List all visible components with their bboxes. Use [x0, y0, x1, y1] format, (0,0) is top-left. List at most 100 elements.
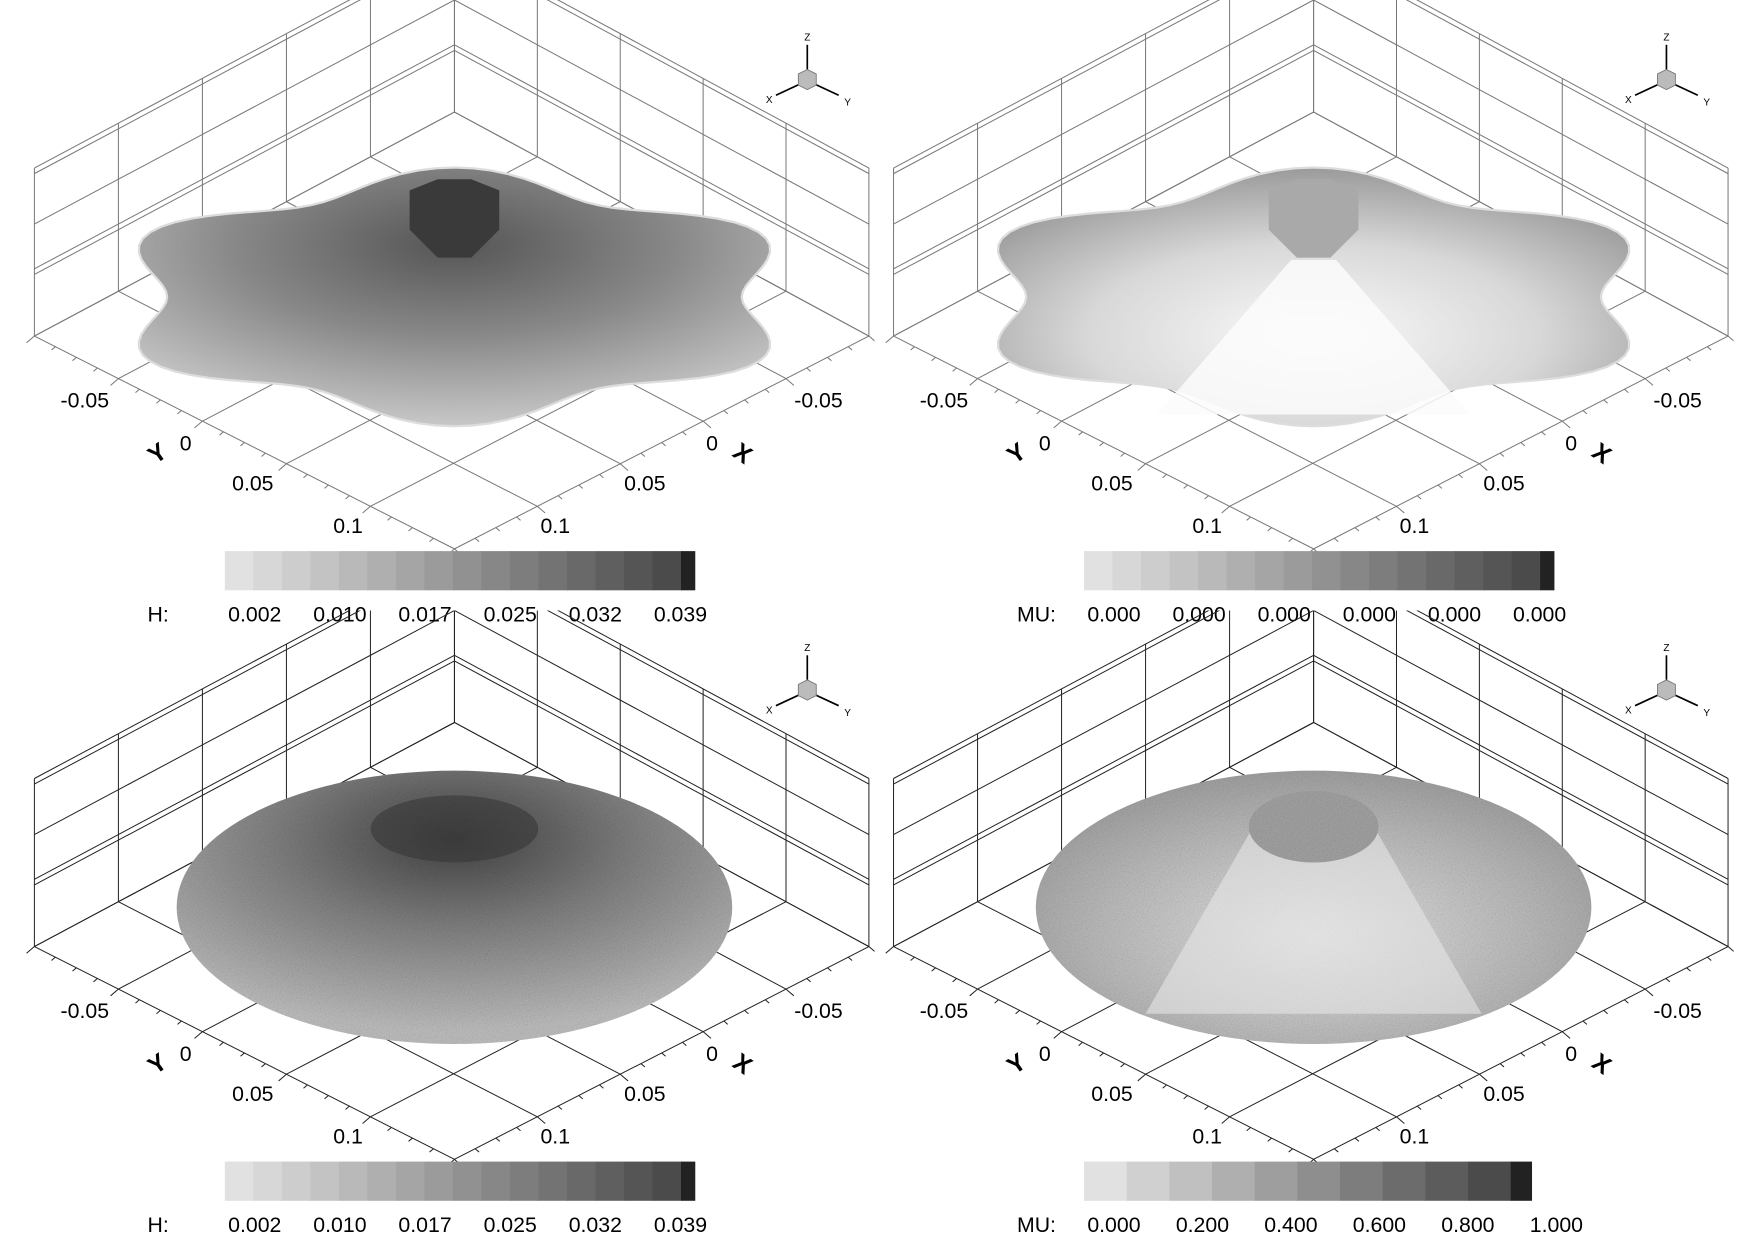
x-axis-tick: [537, 1116, 546, 1124]
x-axis-tick: [702, 1031, 712, 1039]
wall-gridline: [454, 0, 870, 225]
y-axis-tick: [931, 356, 936, 362]
x-axis-tick: [516, 1127, 521, 1132]
colorbar-tick-label: 0.010: [313, 1213, 366, 1237]
y-tick-label: -0.05: [61, 999, 109, 1023]
y-axis-tick: [1053, 1031, 1062, 1039]
colorbar-tick-label: 0.032: [569, 603, 622, 627]
y-axis-tick: [885, 335, 894, 344]
colorbar-label: MU:: [1017, 603, 1056, 627]
x-axis-tick: [474, 1148, 480, 1153]
triad-y-label: Y: [1703, 97, 1710, 108]
x-axis-tick: [1437, 484, 1443, 489]
y-axis-tick: [429, 537, 434, 542]
wall-gridline: [893, 610, 1221, 785]
x-axis-tick: [847, 956, 853, 961]
x-axis-tick: [599, 1084, 604, 1089]
y-axis-tick: [110, 988, 119, 997]
y-tick-label: 0.1: [333, 514, 363, 538]
y-axis-tick: [194, 1031, 203, 1039]
wall-gridline: [1416, 0, 1729, 169]
colorbar-swatch: [1254, 1161, 1298, 1201]
y-axis-tick: [177, 1020, 182, 1025]
x-axis-tick: [723, 410, 729, 415]
x-axis-tick: [495, 1137, 501, 1142]
wall-gridline: [454, 44, 870, 270]
x-axis-tick: [640, 452, 646, 457]
y-tick-label: 0.05: [1091, 472, 1132, 496]
y-axis-tick: [219, 1041, 224, 1047]
y-tick-label: -0.05: [920, 389, 968, 413]
colorbar-swatch: [1397, 551, 1427, 591]
wall-gridline: [34, 49, 455, 275]
y-axis-tick: [261, 1063, 266, 1068]
colorbar-mu: MU: 0.000 0.000 0.000 0.000 0.000 0.000: [1017, 551, 1566, 627]
x-axis-tick: [1644, 378, 1654, 386]
wall-gridline: [34, 654, 455, 880]
y-axis-tick: [1183, 1095, 1188, 1100]
x-axis-tick: [744, 1009, 749, 1015]
y-axis-tick: [1204, 1105, 1209, 1110]
wall-gridline: [893, 0, 1314, 225]
x-axis-tick: [1333, 537, 1339, 542]
colorbar-swatch: [538, 1161, 568, 1201]
y-tick-label: -0.05: [920, 999, 968, 1023]
colorbar-tick-label: 1.000: [1530, 1213, 1583, 1237]
plot-panel-bottom-right: -0.05 0 0.05 0.1 -0.05 0 0.05 0.1 Y X Z X Y MU: 0.000 0…: [885, 610, 1734, 1237]
colorbar-swatch: [1112, 551, 1142, 591]
colorbar-swatch: [595, 1161, 625, 1201]
y-axis-tick: [26, 946, 35, 954]
colorbar-tick-label: 0.010: [313, 603, 366, 627]
bright-wedge: [1156, 259, 1471, 415]
x-axis-tick: [599, 473, 604, 479]
wall-gridline: [1313, 0, 1729, 225]
colorbar-h: H: 0.002 0.010 0.017 0.025 0.032 0.039: [148, 1161, 707, 1237]
y-axis-tick: [1053, 420, 1062, 429]
wall-gridline: [34, 660, 455, 886]
x-axis-tick: [1354, 527, 1360, 532]
colorbar-tick-label: 0.032: [569, 1213, 622, 1237]
x-axis-tick: [1686, 967, 1691, 972]
y-axis-tick: [1183, 484, 1188, 489]
wall-gridline: [893, 610, 1210, 779]
axis-triad-icon: Z X Y: [766, 643, 851, 719]
colorbar-swatch: [1283, 551, 1313, 591]
y-axis-tick: [1288, 1148, 1293, 1153]
y-axis-tick: [93, 978, 98, 983]
x-axis-tick: [806, 367, 811, 372]
colorbar-swatch: [452, 551, 482, 591]
y-axis-tick: [156, 1009, 161, 1015]
colorbar-swatch: [395, 1161, 425, 1201]
y-axis-tick: [156, 399, 161, 404]
y-axis-tick: [1120, 1063, 1125, 1068]
y-axis-tick: [1015, 399, 1020, 404]
y-axis-label: Y: [1002, 1048, 1031, 1080]
colorbar-tick-label: 0.600: [1353, 1213, 1406, 1237]
x-axis-tick: [1561, 420, 1571, 429]
y-axis-tick: [177, 410, 182, 415]
x-axis-tick: [1416, 495, 1422, 500]
colorbar-swatch: [1340, 551, 1370, 591]
x-tick-label: 0: [706, 1042, 718, 1066]
wall-gridline: [34, 0, 351, 169]
colorbar-swatch: [566, 1161, 597, 1201]
axis-triad-icon: Z X Y: [1625, 643, 1710, 719]
y-axis-tick: [910, 346, 915, 351]
x-axis-tick: [1520, 442, 1526, 447]
x-axis-tick: [1375, 516, 1381, 521]
y-tick-label: 0: [1039, 431, 1051, 455]
wall-gridline: [556, 610, 870, 779]
x-axis-tick: [1727, 946, 1734, 952]
y-axis-tick: [1036, 1020, 1041, 1025]
y-axis-tick: [969, 988, 978, 997]
axis-triad-icon: Z X Y: [766, 32, 851, 108]
triad-z-label: Z: [804, 32, 810, 43]
wall-gridline: [34, 610, 362, 785]
y-axis-tick: [135, 388, 140, 393]
wall-gridline: [546, 610, 870, 785]
colorbar-mu: MU: 0.000 0.200 0.400 0.600 0.800 1.000: [1017, 1161, 1583, 1237]
y-axis-tick: [72, 356, 77, 362]
triad-x-label: X: [766, 95, 773, 106]
y-axis-tick: [1137, 1073, 1146, 1082]
x-axis-tick: [723, 1020, 729, 1025]
